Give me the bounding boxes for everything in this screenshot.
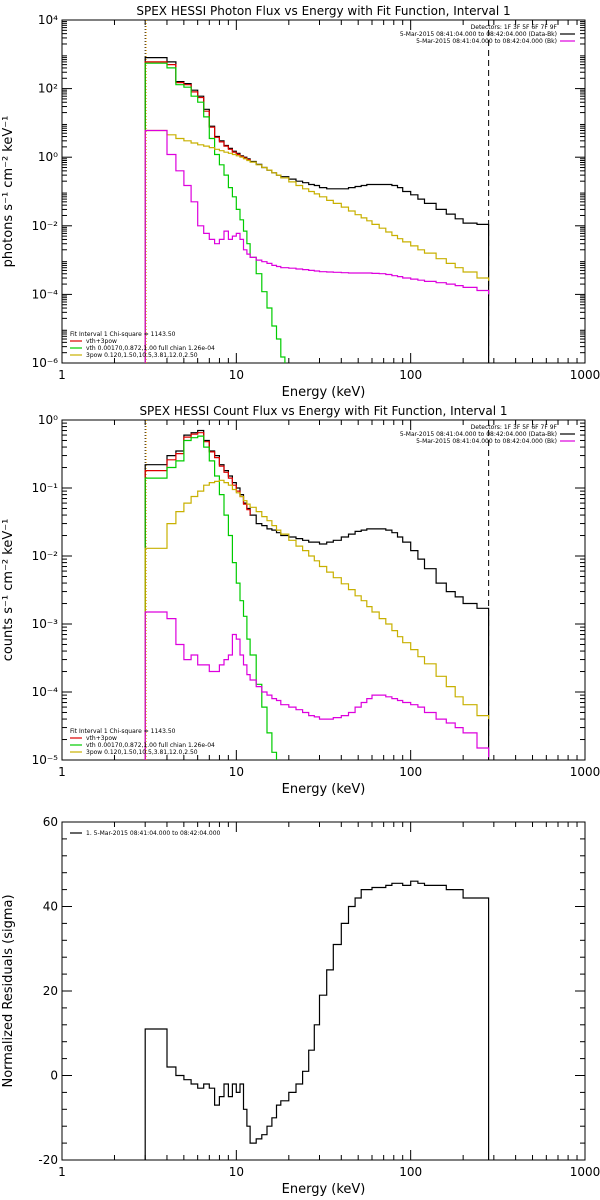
y-axis-label: counts s⁻¹ cm⁻² keV⁻¹	[1, 519, 16, 662]
legend-entry: 5-Mar-2015 08:41:04.000 to 08:42:04.000 …	[416, 38, 557, 45]
series-line-4	[144, 611, 490, 760]
y-tick-label: -20	[38, 1153, 58, 1167]
x-tick-label: 100	[399, 765, 422, 779]
x-axis-label: Energy (keV)	[282, 1182, 366, 1197]
chart-title: SPEX HESSI Count Flux vs Energy with Fit…	[139, 404, 507, 418]
legend-entry: Fit Interval 1 Chi-square = 1143.50	[70, 331, 176, 338]
legend-entry: vth 0.00170,0.872,1.00 full chian 1.26e-…	[86, 742, 215, 749]
legend-entry: 3pow 0.120,1.50,10.5,3.81,12.0,2.50	[86, 749, 198, 756]
y-tick-label: 10²	[38, 82, 58, 96]
legend-entry: 1. 5-Mar-2015 08:41:04.000 to 08:42:04.0…	[86, 830, 221, 837]
y-tick-label: 60	[43, 815, 58, 829]
y-tick-label: 10⁰	[38, 150, 58, 164]
x-tick-label: 1000	[570, 1165, 600, 1179]
y-tick-label: 40	[43, 900, 58, 914]
chart-panel-1: SPEX HESSI Photon Flux vs Energy with Fi…	[1, 4, 600, 400]
legend-entry: vth+3pow	[86, 338, 117, 345]
x-tick-label: 1	[58, 765, 66, 779]
x-tick-label: 100	[399, 368, 422, 382]
x-tick-label: 10	[229, 368, 244, 382]
x-axis-label: Energy (keV)	[282, 782, 366, 797]
series-line-2	[144, 435, 278, 760]
series-line-0	[144, 880, 490, 1160]
y-tick-label: 10⁻¹	[32, 481, 59, 495]
plot-frame	[61, 821, 586, 1161]
legend-entry: vth+3pow	[86, 735, 117, 742]
series-line-2	[144, 62, 286, 363]
y-tick-label: 20	[43, 984, 58, 998]
x-tick-label: 10	[229, 1165, 244, 1179]
x-tick-label: 100	[399, 1165, 422, 1179]
x-tick-label: 1000	[570, 765, 600, 779]
legend-entry: Detectors: 1F 3F 5F 6F 7F 9F	[471, 424, 558, 431]
y-tick-label: 10⁻²	[32, 549, 59, 563]
plot-data	[144, 880, 490, 1160]
y-tick-label: 10⁴	[38, 13, 58, 27]
series-line-0	[144, 429, 490, 760]
y-tick-label: 10⁻⁵	[32, 753, 59, 767]
plot-frame	[61, 419, 586, 761]
x-tick-label: 1	[58, 1165, 66, 1179]
y-axis-label: photons s⁻¹ cm⁻² keV⁻¹	[1, 116, 16, 268]
x-tick-label: 10	[229, 765, 244, 779]
legend-entry: vth 0.00170,0.872,1.00 full chian 1.26e-…	[86, 345, 215, 352]
series-line-0	[144, 57, 490, 363]
x-tick-label: 1	[58, 368, 66, 382]
series-line-4	[144, 129, 490, 363]
y-tick-label: 10⁻²	[32, 219, 59, 233]
legend-entry: 3pow 0.120,1.50,10.5,3.81,12.0,2.50	[86, 352, 198, 359]
series-line-3	[144, 479, 490, 760]
x-tick-label: 1000	[570, 368, 600, 382]
legend-entry: 5-Mar-2015 08:41:04.000 to 08:42:04.000 …	[416, 438, 557, 445]
y-axis-label: Normalized Residuals (sigma)	[1, 894, 16, 1087]
y-tick-label: 10⁻⁴	[32, 685, 59, 699]
y-tick-label: 10⁻⁶	[32, 356, 59, 370]
plot-frame	[61, 19, 586, 364]
y-tick-label: 10⁻³	[32, 617, 59, 631]
x-axis-label: Energy (keV)	[282, 385, 366, 400]
series-line-3	[144, 129, 490, 363]
legend-entry: 5-Mar-2015 08:41:04.000 to 08:42:04.000 …	[400, 431, 557, 438]
legend-entry: Fit Interval 1 Chi-square = 1143.50	[70, 728, 176, 735]
y-tick-label: 10⁰	[38, 413, 58, 427]
series-line-1	[144, 432, 251, 760]
chart-panel-3: 1 10 100 1000 -20 0 20 40 60 Energy (keV) Normaliz…	[1, 815, 600, 1197]
chart-panel-2: SPEX HESSI Count Flux vs Energy with Fit…	[1, 404, 600, 797]
legend-entry: Detectors: 1F 3F 5F 6F 7F 9F	[471, 24, 558, 31]
y-tick-label: 0	[50, 1069, 58, 1083]
plot-data	[144, 420, 490, 760]
legend-entry: 5-Mar-2015 08:41:04.000 to 08:42:04.000 …	[400, 31, 557, 38]
y-tick-label: 10⁻⁴	[32, 287, 59, 301]
chart-title: SPEX HESSI Photon Flux vs Energy with Fi…	[136, 4, 510, 18]
plot-data	[144, 20, 490, 363]
